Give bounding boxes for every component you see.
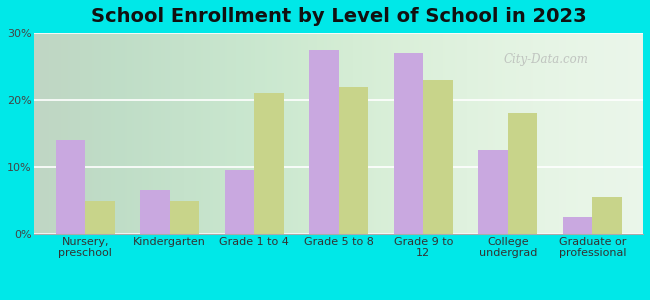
Title: School Enrollment by Level of School in 2023: School Enrollment by Level of School in …	[91, 7, 586, 26]
Bar	[478, 150, 508, 234]
Bar	[140, 190, 170, 234]
Bar	[508, 113, 538, 234]
Bar	[423, 80, 453, 234]
Bar	[339, 87, 369, 234]
Bar	[254, 93, 284, 234]
Bar	[394, 53, 423, 234]
Bar	[85, 200, 115, 234]
Bar	[563, 217, 592, 234]
Bar	[225, 170, 254, 234]
Bar	[56, 140, 85, 234]
Bar	[309, 50, 339, 234]
Bar	[170, 200, 200, 234]
Text: City-Data.com: City-Data.com	[503, 53, 588, 66]
Bar	[592, 197, 622, 234]
